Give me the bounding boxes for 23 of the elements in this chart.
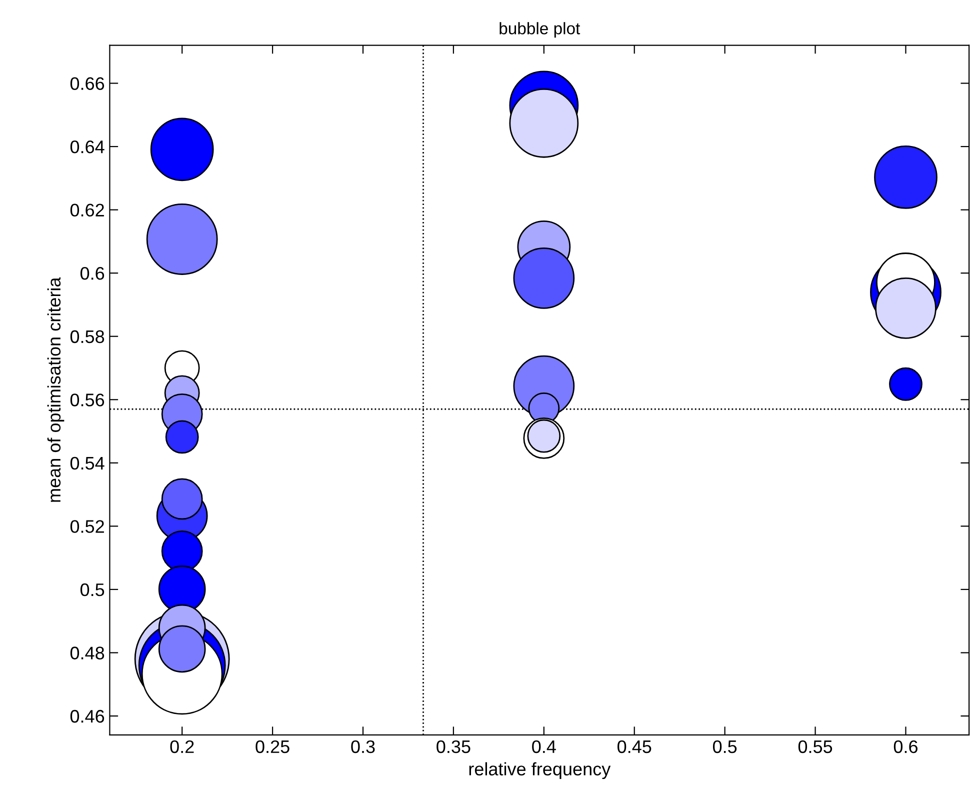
x-tick-label: 0.35 [436, 740, 470, 754]
x-tick-label: 0.25 [256, 740, 290, 754]
y-tick-label: 0.6 [80, 267, 104, 280]
x-tick-label: 0.5 [712, 740, 737, 754]
y-tick-label: 0.56 [70, 394, 104, 406]
x-axis-title: relative frequency [469, 762, 611, 780]
y-tick-label: 0.5 [80, 583, 104, 596]
x-tick-label: 0.55 [798, 740, 832, 754]
x-tick-label: 0.45 [618, 740, 652, 754]
y-tick-label: 0.62 [70, 204, 104, 217]
y-axis-title: mean of optimisation criteria [47, 277, 64, 502]
y-tick-label: 0.58 [70, 330, 104, 344]
x-tick-label: 0.6 [894, 740, 918, 754]
y-tick-label: 0.64 [70, 140, 104, 154]
y-tick-label: 0.52 [70, 520, 104, 533]
y-tick-label: 0.54 [70, 456, 104, 470]
x-tick-label: 0.4 [532, 740, 556, 754]
y-tick-label: 0.48 [70, 646, 104, 660]
chart-title: bubble plot [500, 22, 580, 38]
y-tick-label: 0.66 [70, 77, 104, 90]
x-tick-label: 0.2 [170, 740, 194, 754]
x-tick-label: 0.3 [351, 740, 375, 754]
y-tick-label: 0.46 [70, 710, 104, 723]
